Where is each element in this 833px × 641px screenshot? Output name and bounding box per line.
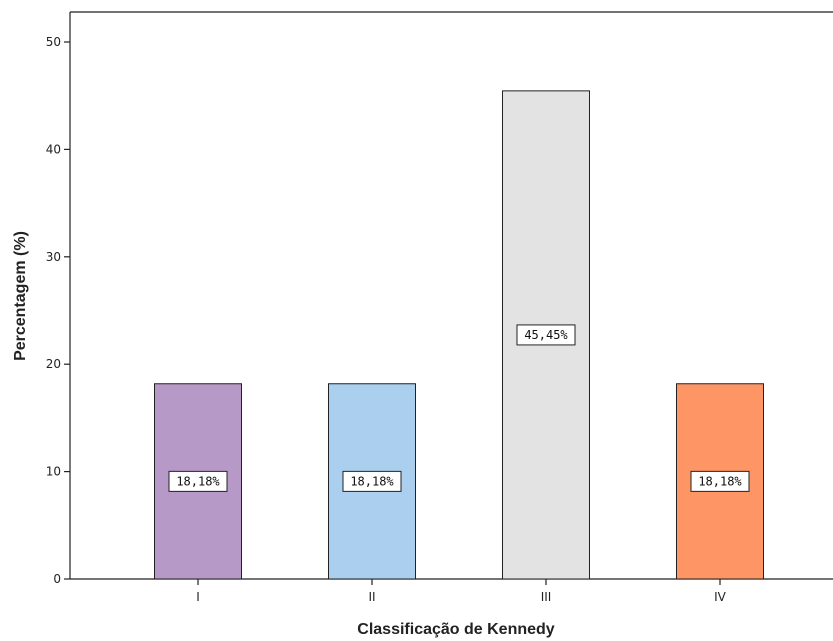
y-tick-label: 10 [46,465,61,479]
y-tick-label: 20 [46,357,61,371]
data-label-IV: 18,18% [698,474,742,488]
x-tick-label-III: III [541,590,552,604]
data-label-box [516,324,576,346]
x-tick-label-IV: IV [714,590,727,604]
bars [154,90,764,580]
data-label-box [342,470,402,492]
x-tick-label-II: II [368,590,375,604]
y-axis: 0 10 20 30 40 50 [46,35,70,586]
y-tick-label: 40 [46,142,61,156]
data-label-box [690,470,750,492]
x-axis: I II III IV [196,579,727,604]
data-labels: 18,18% 18,18% 45,45% 18,18% [168,324,750,492]
data-label-box [168,470,228,492]
y-tick-label: 30 [46,250,61,264]
y-tick-label: 50 [46,35,61,49]
y-axis-title: Percentagem (%) [12,231,29,361]
data-label-III: 45,45% [524,328,568,342]
data-label-II: 18,18% [350,474,394,488]
x-axis-title: Classificação de Kennedy [357,621,555,638]
x-tick-label-I: I [196,590,200,604]
data-label-I: 18,18% [176,474,220,488]
y-tick-label: 0 [53,572,61,586]
